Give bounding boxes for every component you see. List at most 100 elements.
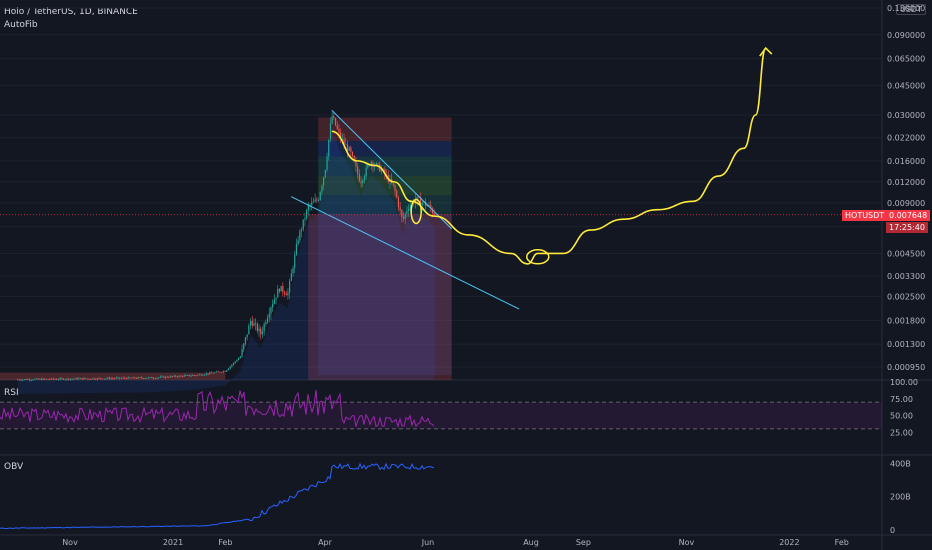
candle-body [219,371,221,373]
candle-body [103,378,105,380]
candle-body [321,185,323,193]
candle-body [20,379,22,381]
candle-body [73,378,75,380]
candle-body [350,147,352,152]
candle-body [209,372,211,374]
candle-body [85,378,87,379]
candle-body [40,378,43,380]
candle-body [430,204,432,209]
candle-body [334,117,337,126]
candle-body [86,378,88,380]
candle-body [377,163,379,165]
time-tick-label: Apr [318,538,333,547]
candle-body [161,376,163,378]
candle-body [197,374,199,376]
candle-body [61,378,63,380]
rsi-tick-label: 50.00 [890,412,913,421]
candle-body [227,368,230,371]
rsi-line [0,389,435,429]
candle-body [351,151,354,157]
currency-button[interactable]: USDT [896,4,926,15]
candle-body [125,378,128,379]
fib-zone [318,214,452,376]
candle-body [328,139,330,157]
candle-body [319,192,321,201]
candle-body [353,156,355,162]
candle-body [188,375,190,376]
candle-body [300,229,303,232]
candle-body [409,205,411,209]
candle-body [413,202,415,204]
candle-body [170,376,172,378]
symbol-title[interactable]: Holo / TetherUS, 1D, BINANCE [4,7,138,17]
candle-body [248,325,250,335]
obv-line [0,462,435,530]
candle-body [136,378,138,379]
price-tick-label: 0.030000 [887,111,925,120]
candle-body [272,303,274,308]
candle-body [69,378,71,380]
candle-body [44,378,46,380]
candle-body [81,378,83,380]
candle-body [164,376,167,378]
candle-body [96,378,99,380]
candle-body [187,375,189,376]
candle-body [423,201,425,203]
price-tick-label: 0.000950 [887,363,925,372]
candle-body [42,378,44,380]
candle-body [234,361,236,363]
rsi-band [0,402,882,429]
candle-body [336,125,338,129]
candle-body [258,328,260,331]
candle-body [425,201,427,206]
candle-body [113,378,116,380]
candle-body [392,183,394,186]
candle-body [243,343,245,350]
candle-body [345,143,347,145]
candle-body [93,378,95,380]
price-tick-label: 0.022000 [887,134,925,143]
indicator-label[interactable]: AutoFib [4,20,38,30]
candle-body [17,379,19,381]
rsi-tick-label: 25.00 [890,428,913,437]
candle-body [153,378,155,379]
rsi-tick-label: 100.00 [890,378,918,387]
candle-body [147,377,150,379]
candle-body [163,376,165,378]
candle-body [23,379,26,381]
candle-body [340,132,342,140]
candle-body [316,199,318,201]
candle-body [107,377,109,379]
candle-body [357,166,359,174]
fib-band [17,129,435,395]
candle-body [278,289,281,292]
projection-loop [410,198,422,225]
candle-body [307,205,309,210]
price-tick-label: 0.065000 [887,55,925,64]
candle-body [91,378,94,380]
price-tick-label: 0.001300 [887,340,925,349]
fib-zone [318,117,452,142]
candle-body [120,378,122,379]
candle-body [360,181,362,184]
rsi-tick-label: 75.00 [890,395,913,404]
candle-body [294,254,296,268]
candle-body [32,379,34,381]
candle-body [355,161,357,167]
candle-body [406,210,408,214]
candle-body [224,371,226,372]
candle-body [358,173,360,182]
candle-body [183,375,185,377]
candle-body [117,377,119,379]
candle-body [370,162,372,166]
price-tick-label: 0.130000 [887,4,925,13]
candle-body [295,244,298,255]
candle-body [408,208,410,211]
candle-body [365,167,367,177]
candle-body [51,378,53,380]
price-tick-label: 0.004500 [887,249,925,258]
candle-body [289,280,291,293]
candle-body [397,197,400,208]
candle-body [249,320,252,326]
